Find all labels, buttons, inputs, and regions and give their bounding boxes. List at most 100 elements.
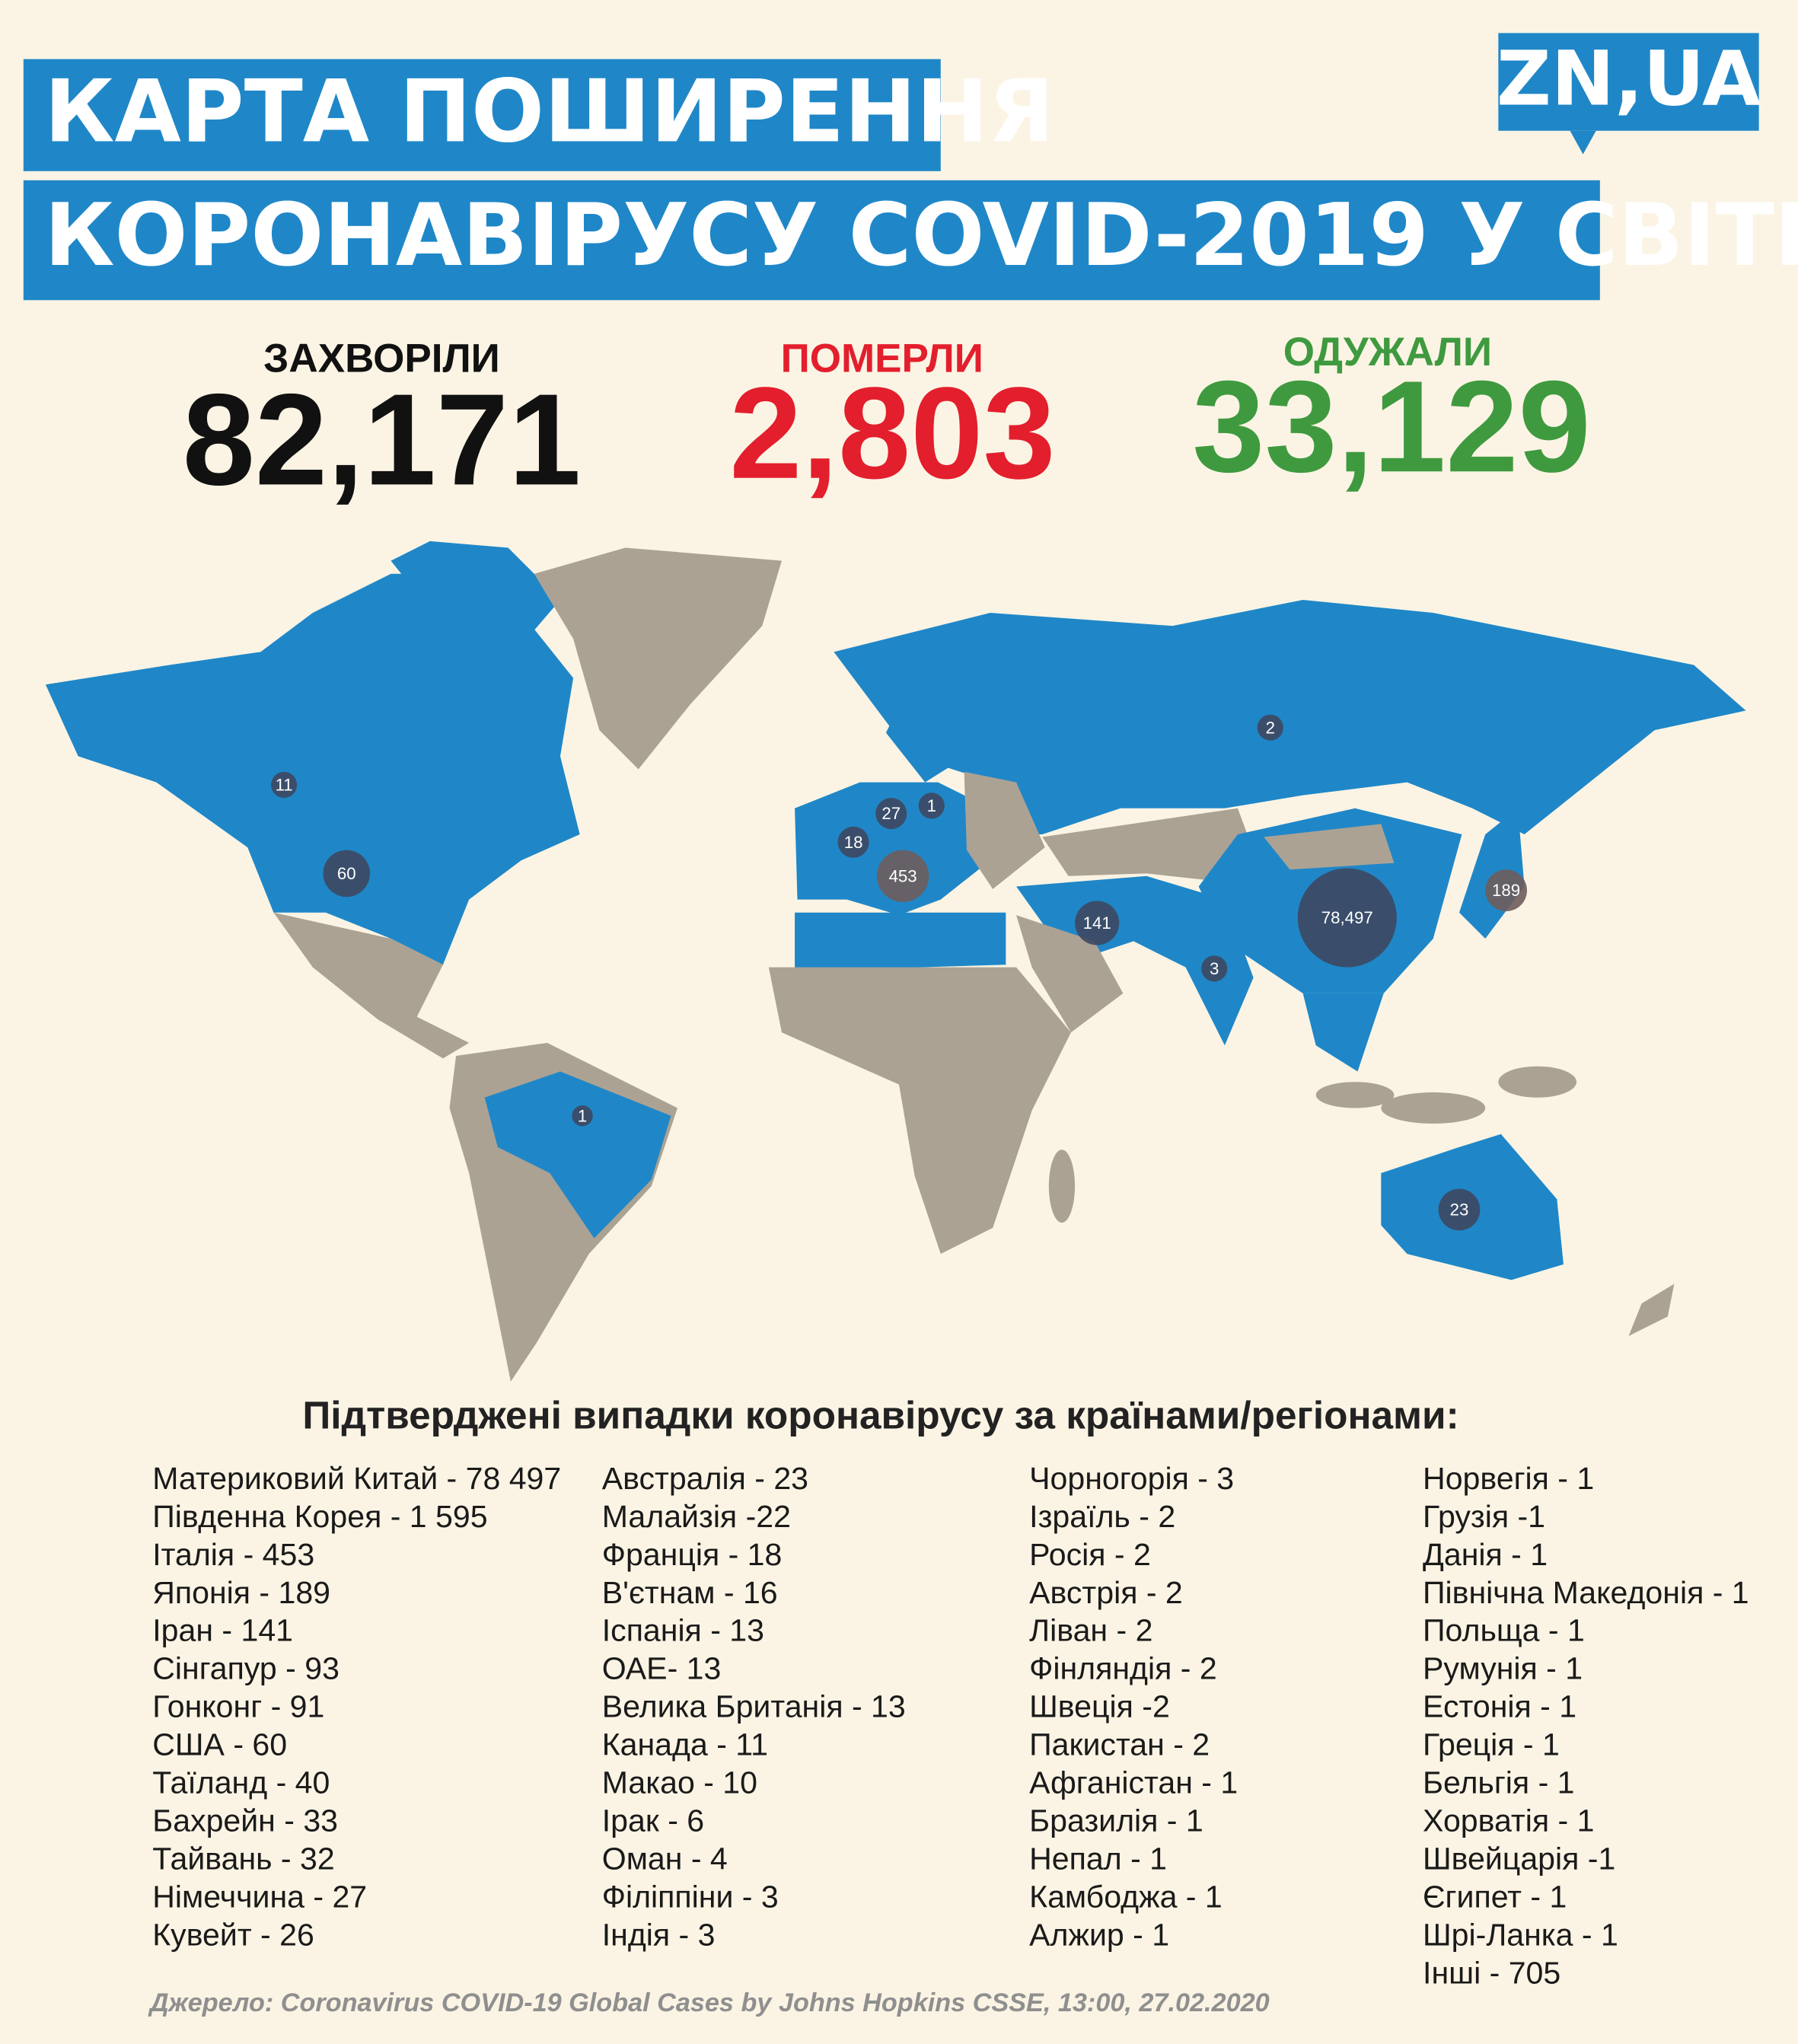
bubble-label: 18 xyxy=(844,833,863,852)
list-item: Австралія - 23 xyxy=(602,1461,808,1496)
list-item: Японія - 189 xyxy=(152,1575,330,1610)
title-box xyxy=(23,59,941,171)
list-item: Тайвань - 32 xyxy=(152,1842,334,1877)
bubble xyxy=(572,1105,593,1127)
bubble xyxy=(1201,955,1228,982)
list-item: Непал - 1 xyxy=(1029,1842,1167,1877)
title-line: КОРОНАВІРУСУ COVID-2019 У СВІТІ xyxy=(44,185,1798,285)
bubble-label: 60 xyxy=(337,864,356,883)
bubble-label: 11 xyxy=(276,776,293,795)
list-item: Індія - 3 xyxy=(602,1918,716,1953)
list-item: Німеччина - 27 xyxy=(152,1880,367,1915)
list-item: Канада - 11 xyxy=(602,1727,768,1762)
list-item: Пакистан - 2 xyxy=(1029,1727,1210,1762)
list-item: Макао - 10 xyxy=(602,1765,757,1800)
bubble xyxy=(271,771,298,799)
list-item: Іран - 141 xyxy=(152,1613,293,1648)
list-item: Італія - 453 xyxy=(152,1537,314,1572)
list-item: Хорватія - 1 xyxy=(1423,1803,1594,1838)
country xyxy=(768,967,1071,1255)
country xyxy=(1042,808,1267,887)
bubble xyxy=(876,850,929,903)
list-item: Інші - 705 xyxy=(1423,1956,1560,1991)
stat-value: 82,171 xyxy=(183,367,581,512)
list-item: Румунія - 1 xyxy=(1423,1651,1583,1686)
country xyxy=(795,912,1006,971)
country xyxy=(795,782,990,916)
list-item: Малайзія -22 xyxy=(602,1499,791,1534)
bubble xyxy=(1485,869,1527,912)
list-item: Швеція -2 xyxy=(1029,1689,1170,1724)
country xyxy=(273,912,470,1059)
stats: ЗАХВОРІЛИ 82,171 ПОМЕРЛИ 2,803 ОДУЖАЛИ 3… xyxy=(183,330,1591,512)
list-item: США - 60 xyxy=(152,1727,287,1762)
list-item: ОАЕ- 13 xyxy=(602,1651,722,1686)
list-item: Шрі-Ланка - 1 xyxy=(1423,1918,1618,1953)
list-item: Ізраїль - 2 xyxy=(1029,1499,1175,1534)
bubble xyxy=(837,826,869,858)
country xyxy=(834,599,1746,835)
country xyxy=(1048,1150,1076,1223)
bubble xyxy=(875,798,907,830)
list-item: Велика Британія - 13 xyxy=(602,1689,906,1724)
bubble xyxy=(1438,1188,1481,1231)
country xyxy=(964,771,1045,889)
country xyxy=(1628,1283,1675,1336)
list-item: Оман - 4 xyxy=(602,1842,728,1877)
logo-tail xyxy=(1570,130,1596,155)
stat-label: ЗАХВОРІЛИ xyxy=(263,336,500,381)
country xyxy=(1302,993,1384,1072)
bubbles: 11 60 1 27 18 453 141 3 78,497 189 2 23 1 xyxy=(271,714,1527,1231)
bubble-label: 3 xyxy=(1210,959,1219,978)
list-item: Бельгія - 1 xyxy=(1423,1765,1574,1800)
stat-label: ПОМЕРЛИ xyxy=(781,336,983,381)
list-item: Норвегія - 1 xyxy=(1423,1461,1594,1496)
bubble-label: 1 xyxy=(927,796,936,815)
country xyxy=(885,654,990,783)
list-item: Афганістан - 1 xyxy=(1029,1765,1238,1800)
list-item: Росія - 2 xyxy=(1029,1537,1151,1572)
bubble-label: 23 xyxy=(1450,1201,1469,1220)
list-item: Данія - 1 xyxy=(1423,1537,1548,1572)
bubble xyxy=(1075,901,1120,945)
bubble xyxy=(1297,868,1397,968)
list-item: Франція - 18 xyxy=(602,1537,783,1572)
logo-box xyxy=(1498,33,1759,131)
title-line: КАРТА ПОШИРЕННЯ xyxy=(44,61,1054,161)
list-heading: Підтверджені випадки коронавірусу за кра… xyxy=(302,1393,1458,1437)
list-item: Північна Македонія - 1 xyxy=(1423,1575,1749,1610)
bubble xyxy=(323,850,371,898)
logo: ZN,UA xyxy=(1497,33,1761,155)
bubble-label: 78,497 xyxy=(1321,908,1373,927)
list-item: Філіппіни - 3 xyxy=(602,1880,779,1915)
country xyxy=(1381,1092,1486,1124)
country xyxy=(391,540,560,646)
bubble-label: 189 xyxy=(1492,881,1520,900)
list-item: Ірак - 6 xyxy=(602,1803,704,1838)
list-item: Єгипет - 1 xyxy=(1423,1880,1567,1915)
list-item: Таїланд - 40 xyxy=(152,1765,330,1800)
list-item: Південна Корея - 1 595 xyxy=(152,1499,487,1534)
title-box xyxy=(23,180,1600,301)
list-item: Естонія - 1 xyxy=(1423,1689,1576,1724)
country xyxy=(1498,1066,1577,1098)
bubble-label: 453 xyxy=(889,866,917,885)
list-item: Ліван - 2 xyxy=(1029,1613,1152,1648)
logo-text: ZN,UA xyxy=(1497,35,1761,123)
list-item: Чорногорія - 3 xyxy=(1029,1461,1234,1496)
stat-label: ОДУЖАЛИ xyxy=(1283,330,1492,375)
list-item: Швейцарія -1 xyxy=(1423,1842,1615,1877)
country xyxy=(484,1071,671,1239)
list-item: Фінляндія - 2 xyxy=(1029,1651,1217,1686)
source: Джерело: Coronavirus COVID-19 Global Cas… xyxy=(148,1988,1270,2017)
list-item: Сінгапур - 93 xyxy=(152,1651,340,1686)
list-item: Грузія -1 xyxy=(1423,1499,1545,1534)
bubble-label: 1 xyxy=(578,1106,587,1125)
bubble-label: 141 xyxy=(1083,914,1111,933)
country xyxy=(1315,1082,1395,1108)
bubble xyxy=(918,792,945,819)
bubble xyxy=(1257,714,1283,741)
list-item: Австрія - 2 xyxy=(1029,1575,1183,1610)
list-item: В'єтнам - 16 xyxy=(602,1575,778,1610)
list-item: Греція - 1 xyxy=(1423,1727,1560,1762)
